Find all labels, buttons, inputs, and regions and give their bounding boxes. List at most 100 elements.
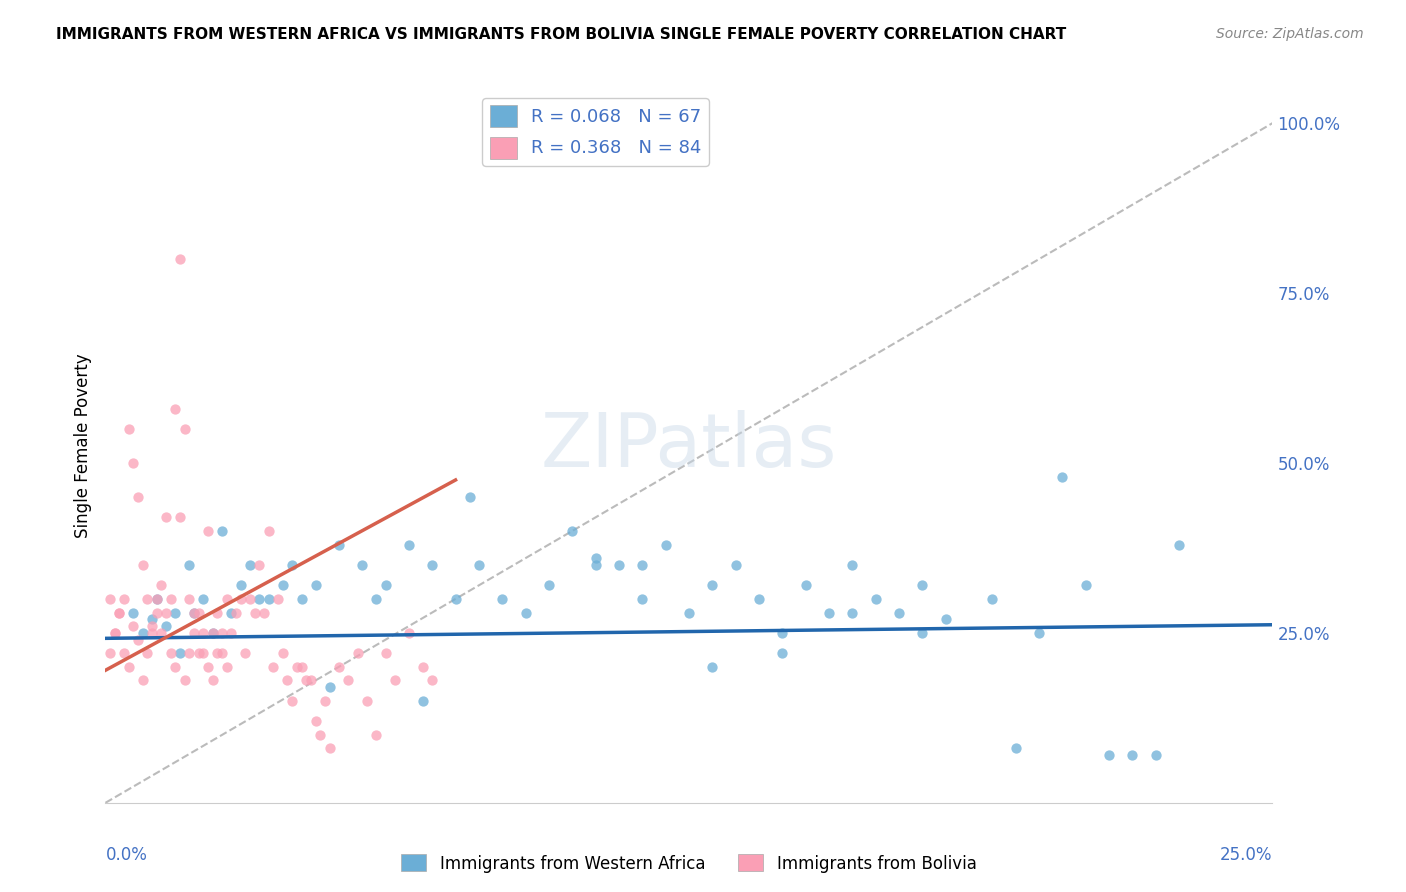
Point <box>841 558 863 572</box>
Point <box>318 741 340 756</box>
Point <box>211 626 233 640</box>
Point <box>104 626 127 640</box>
Point <box>104 626 127 640</box>
Point <box>253 606 276 620</box>
Point <box>420 673 443 688</box>
Text: ZIPatlas: ZIPatlas <box>541 409 837 483</box>
Point <box>183 606 205 620</box>
Point <box>366 591 388 606</box>
Point <box>865 591 887 606</box>
Point <box>173 673 195 688</box>
Point <box>150 626 173 640</box>
Point <box>201 673 224 688</box>
Point <box>724 558 747 572</box>
Point <box>304 578 326 592</box>
Point <box>263 660 285 674</box>
Point <box>201 626 224 640</box>
Point <box>585 551 607 566</box>
Point <box>257 591 280 606</box>
Point <box>132 673 155 688</box>
Point <box>585 558 607 572</box>
Point <box>193 646 215 660</box>
Point <box>225 606 247 620</box>
Point <box>249 591 271 606</box>
Point <box>398 537 420 551</box>
Y-axis label: Single Female Poverty: Single Female Poverty <box>73 354 91 538</box>
Point <box>702 578 724 592</box>
Point <box>108 606 131 620</box>
Point <box>221 606 243 620</box>
Point <box>935 612 957 626</box>
Point <box>515 606 537 620</box>
Point <box>318 680 340 694</box>
Point <box>631 591 654 606</box>
Point <box>561 524 583 538</box>
Point <box>155 619 177 633</box>
Point <box>702 660 724 674</box>
Point <box>146 591 169 606</box>
Point <box>295 673 318 688</box>
Point <box>352 558 374 572</box>
Point <box>1168 537 1191 551</box>
Point <box>98 591 121 606</box>
Point <box>271 578 294 592</box>
Point <box>127 490 149 504</box>
Point <box>366 728 388 742</box>
Point <box>911 578 934 592</box>
Point <box>173 422 195 436</box>
Point <box>281 694 304 708</box>
Point <box>141 619 163 633</box>
Text: IMMIGRANTS FROM WESTERN AFRICA VS IMMIGRANTS FROM BOLIVIA SINGLE FEMALE POVERTY : IMMIGRANTS FROM WESTERN AFRICA VS IMMIGR… <box>56 27 1067 42</box>
Point <box>215 591 238 606</box>
Point <box>118 660 141 674</box>
Point <box>654 537 676 551</box>
Point <box>281 558 304 572</box>
Point <box>412 694 434 708</box>
Legend: R = 0.068   N = 67, R = 0.368   N = 84: R = 0.068 N = 67, R = 0.368 N = 84 <box>482 98 709 166</box>
Point <box>1028 626 1050 640</box>
Point <box>235 646 257 660</box>
Point <box>420 558 443 572</box>
Point <box>356 694 378 708</box>
Text: 25.0%: 25.0% <box>1220 846 1272 863</box>
Point <box>818 606 841 620</box>
Point <box>491 591 513 606</box>
Point <box>141 626 163 640</box>
Point <box>165 401 187 416</box>
Point <box>187 646 209 660</box>
Point <box>398 626 420 640</box>
Point <box>374 578 396 592</box>
Point <box>193 626 215 640</box>
Text: Source: ZipAtlas.com: Source: ZipAtlas.com <box>1216 27 1364 41</box>
Point <box>229 591 252 606</box>
Point <box>243 606 266 620</box>
Point <box>193 591 215 606</box>
Point <box>412 660 434 674</box>
Point <box>229 578 252 592</box>
Point <box>127 632 149 647</box>
Point <box>841 606 863 620</box>
Point <box>299 673 322 688</box>
Point <box>911 626 934 640</box>
Point <box>257 524 280 538</box>
Point <box>267 591 290 606</box>
Point <box>179 646 201 660</box>
Point <box>328 660 350 674</box>
Point <box>159 646 181 660</box>
Point <box>141 612 163 626</box>
Point <box>290 660 312 674</box>
Point <box>132 626 155 640</box>
Point <box>458 490 481 504</box>
Point <box>887 606 910 620</box>
Legend: Immigrants from Western Africa, Immigrants from Bolivia: Immigrants from Western Africa, Immigran… <box>395 847 983 880</box>
Point <box>537 578 560 592</box>
Point <box>748 591 770 606</box>
Point <box>309 728 332 742</box>
Point <box>183 626 205 640</box>
Point <box>197 524 219 538</box>
Point <box>770 646 793 660</box>
Point <box>169 252 191 266</box>
Point <box>607 558 630 572</box>
Point <box>328 537 350 551</box>
Point <box>211 524 233 538</box>
